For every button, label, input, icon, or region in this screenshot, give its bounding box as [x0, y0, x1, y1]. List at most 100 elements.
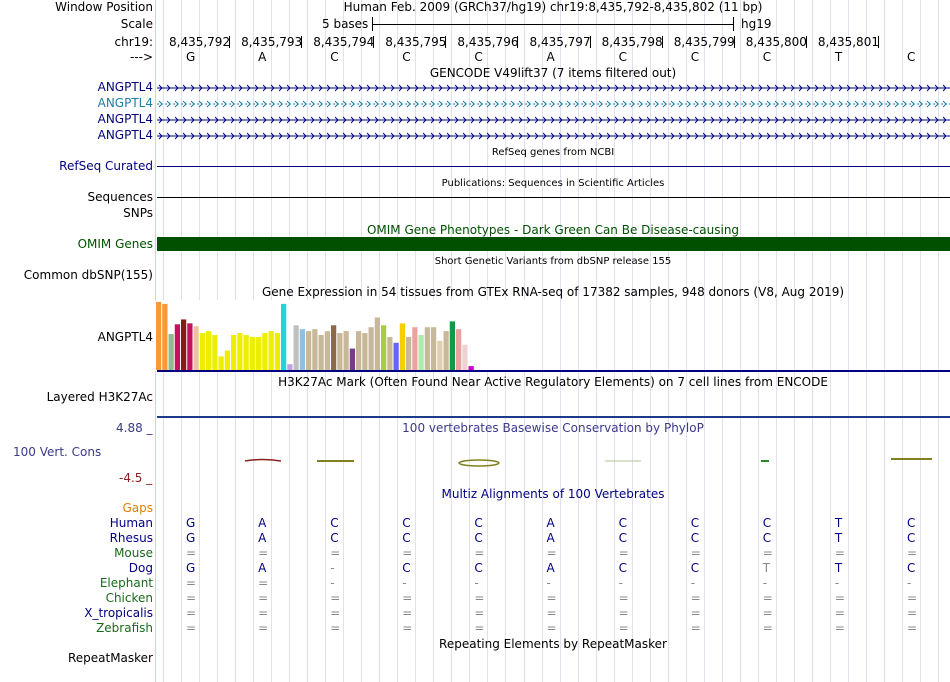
alignment-base: =: [618, 591, 629, 605]
gencode-gene-label[interactable]: ANGPTL4: [97, 96, 153, 110]
gtex-tissue-bar[interactable]: [249, 336, 255, 370]
strand-chevron: [430, 132, 435, 140]
gtex-tissue-bar[interactable]: [324, 331, 330, 370]
gencode-gene-line[interactable]: [157, 99, 950, 109]
gtex-tissue-bar[interactable]: [218, 356, 224, 370]
gtex-tissue-bar[interactable]: [424, 327, 430, 370]
strand-chevron: [750, 132, 755, 140]
gtex-tissue-bar[interactable]: [356, 331, 362, 370]
gtex-tissue-bar[interactable]: [281, 303, 287, 370]
gtex-tissue-bar[interactable]: [293, 325, 299, 370]
dbsnp-track-label[interactable]: Common dbSNP(155): [23, 268, 153, 282]
species-label[interactable]: Elephant: [99, 576, 153, 590]
alignment-base: C: [907, 561, 916, 575]
gtex-tissue-bar[interactable]: [387, 336, 393, 370]
strand-chevron: [934, 84, 939, 92]
alignment-base: =: [834, 621, 845, 635]
gtex-tissue-bar[interactable]: [181, 319, 187, 370]
gtex-tissue-bar[interactable]: [431, 327, 437, 370]
strand-chevron: [662, 84, 667, 92]
gtex-tissue-bar[interactable]: [456, 329, 462, 370]
gtex-tissue-bar[interactable]: [299, 329, 305, 370]
repeatmasker-track-label[interactable]: RepeatMasker: [67, 651, 153, 665]
alignment-base: =: [330, 606, 341, 620]
gtex-tissue-bar[interactable]: [362, 333, 368, 370]
gtex-tissue-bar[interactable]: [443, 331, 449, 370]
gtex-tissue-bar[interactable]: [393, 342, 399, 370]
gencode-gene-label[interactable]: ANGPTL4: [97, 128, 153, 142]
gtex-tissue-bar[interactable]: [343, 331, 349, 370]
gtex-expression-chart[interactable]: [155, 300, 535, 371]
gtex-tissue-bar[interactable]: [162, 303, 168, 370]
gencode-gene-line[interactable]: [157, 131, 950, 141]
h3k27ac-track-label[interactable]: Layered H3K27Ac: [46, 390, 153, 404]
gtex-tissue-bar[interactable]: [437, 340, 443, 370]
phylop-conservation-plot[interactable]: [157, 452, 950, 470]
snps-track-label[interactable]: SNPs: [123, 206, 153, 220]
strand-chevron: [814, 84, 819, 92]
refseq-gene-line[interactable]: [157, 166, 950, 167]
gtex-tissue-bar[interactable]: [212, 335, 218, 370]
publications-sequence-line[interactable]: [157, 197, 950, 198]
multiz-gaps-label[interactable]: Gaps: [122, 501, 153, 515]
gtex-tissue-bar[interactable]: [412, 327, 418, 370]
h3k27ac-signal-line[interactable]: [157, 416, 950, 418]
gtex-tissue-bar[interactable]: [262, 333, 268, 370]
species-label[interactable]: Chicken: [105, 591, 153, 605]
species-label[interactable]: Human: [109, 516, 153, 530]
gtex-tissue-bar[interactable]: [231, 335, 237, 370]
gtex-tissue-bar[interactable]: [287, 364, 293, 370]
gtex-tissue-bar[interactable]: [368, 327, 374, 370]
gtex-tissue-bar[interactable]: [449, 321, 455, 370]
species-label[interactable]: Mouse: [114, 546, 153, 560]
gtex-tissue-bar[interactable]: [268, 331, 274, 370]
gtex-tissue-bar[interactable]: [462, 344, 468, 370]
gencode-gene-label[interactable]: ANGPTL4: [97, 80, 153, 94]
phylop-track-label[interactable]: 100 Vert. Cons: [13, 445, 102, 459]
gtex-tissue-bar[interactable]: [306, 331, 312, 370]
gtex-tissue-bar[interactable]: [243, 335, 249, 370]
gtex-tissue-bar[interactable]: [331, 325, 337, 370]
gtex-tissue-bar[interactable]: [312, 329, 318, 370]
gtex-tissue-bar[interactable]: [374, 317, 380, 371]
gtex-tissue-bar[interactable]: [199, 333, 205, 370]
strand-chevron: [222, 84, 227, 92]
omim-track-label[interactable]: OMIM Genes: [77, 237, 153, 251]
gtex-tissue-bar[interactable]: [349, 348, 355, 370]
strand-chevron: [454, 100, 459, 108]
gtex-tissue-bar[interactable]: [381, 325, 387, 370]
gtex-tissue-bar[interactable]: [406, 336, 412, 370]
refseq-track-label[interactable]: RefSeq Curated: [59, 159, 153, 173]
gtex-track-label[interactable]: ANGPTL4: [97, 330, 153, 344]
publications-sequences-label[interactable]: Sequences: [87, 190, 153, 204]
strand-arrow-label[interactable]: --->: [129, 50, 153, 64]
gtex-tissue-bar[interactable]: [337, 333, 343, 370]
gtex-tissue-bar[interactable]: [187, 323, 193, 370]
strand-chevron: [230, 84, 235, 92]
gtex-tissue-bar[interactable]: [156, 301, 162, 370]
strand-chevron: [422, 100, 427, 108]
gtex-tissue-bar[interactable]: [224, 350, 230, 370]
gtex-tissue-bar[interactable]: [168, 334, 174, 370]
gtex-tissue-bar[interactable]: [274, 333, 280, 370]
species-label[interactable]: Rhesus: [109, 531, 153, 545]
strand-chevron: [886, 116, 891, 124]
gtex-tissue-bar[interactable]: [399, 323, 405, 370]
gencode-gene-line[interactable]: [157, 115, 950, 125]
gtex-tissue-bar[interactable]: [418, 335, 424, 370]
gtex-tissue-bar[interactable]: [174, 324, 180, 370]
gtex-tissue-bar[interactable]: [256, 336, 262, 370]
species-label[interactable]: Dog: [128, 561, 153, 575]
gtex-tissue-bar[interactable]: [237, 333, 243, 370]
gtex-tissue-bar[interactable]: [193, 326, 199, 370]
strand-chevron: [726, 132, 731, 140]
gencode-gene-label[interactable]: ANGPTL4: [97, 112, 153, 126]
window-position-value: Human Feb. 2009 (GRCh37/hg19) chr19:8,43…: [343, 0, 763, 14]
gtex-tissue-bar[interactable]: [318, 335, 324, 370]
gtex-tissue-bar[interactable]: [206, 331, 212, 370]
omim-phenotype-bar[interactable]: [157, 237, 950, 251]
species-label[interactable]: X_tropicalis: [84, 606, 153, 620]
gencode-gene-line[interactable]: [157, 83, 950, 93]
gtex-tissue-bar[interactable]: [468, 366, 474, 370]
species-label[interactable]: Zebrafish: [96, 621, 153, 635]
